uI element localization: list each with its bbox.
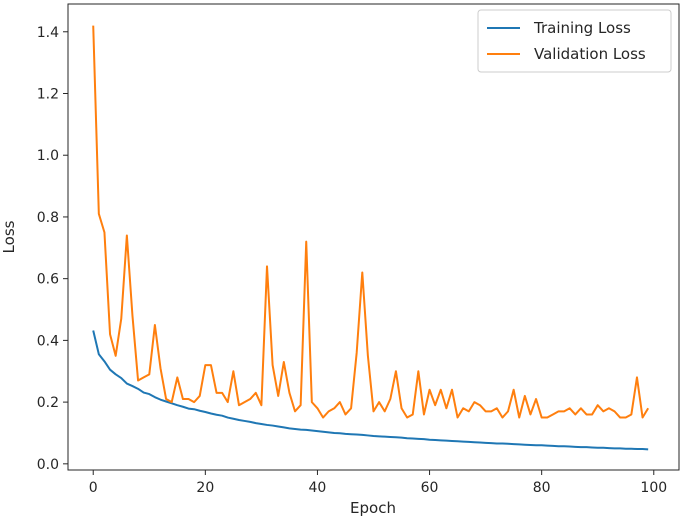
x-tick-label: 0 bbox=[89, 480, 98, 496]
x-axis-ticks: 0 20 40 60 80 100 bbox=[89, 470, 667, 496]
y-tick-label: 0.2 bbox=[37, 395, 59, 411]
series-line-validation-loss bbox=[92, 25, 650, 419]
legend-label-training-loss: Training Loss bbox=[533, 19, 631, 37]
y-tick-label: 0.8 bbox=[37, 210, 59, 226]
y-tick-label: 0.6 bbox=[37, 272, 59, 288]
y-tick-label: 0.0 bbox=[37, 457, 59, 473]
legend-label-validation-loss: Validation Loss bbox=[534, 45, 646, 63]
series-line-training-loss bbox=[92, 330, 649, 451]
plot-area bbox=[68, 4, 679, 470]
x-tick-label: 80 bbox=[533, 480, 551, 496]
y-tick-label: 0.4 bbox=[37, 333, 59, 349]
y-tick-label: 1.0 bbox=[37, 148, 59, 164]
y-axis-ticks: 0.0 0.2 0.4 0.6 0.8 1.0 1.2 1.4 bbox=[37, 25, 68, 473]
x-tick-label: 100 bbox=[640, 480, 667, 496]
y-tick-label: 1.4 bbox=[37, 25, 59, 41]
legend-box bbox=[477, 9, 672, 73]
x-tick-label: 20 bbox=[196, 480, 214, 496]
x-axis-label: Epoch bbox=[350, 499, 396, 517]
x-tick-label: 40 bbox=[309, 480, 327, 496]
y-tick-label: 1.2 bbox=[37, 86, 59, 102]
x-tick-label: 60 bbox=[421, 480, 439, 496]
legend: Training Loss Validation Loss bbox=[477, 9, 672, 73]
y-axis-label: Loss bbox=[0, 220, 18, 253]
series-lines bbox=[92, 25, 650, 451]
plot-frame bbox=[67, 3, 680, 471]
